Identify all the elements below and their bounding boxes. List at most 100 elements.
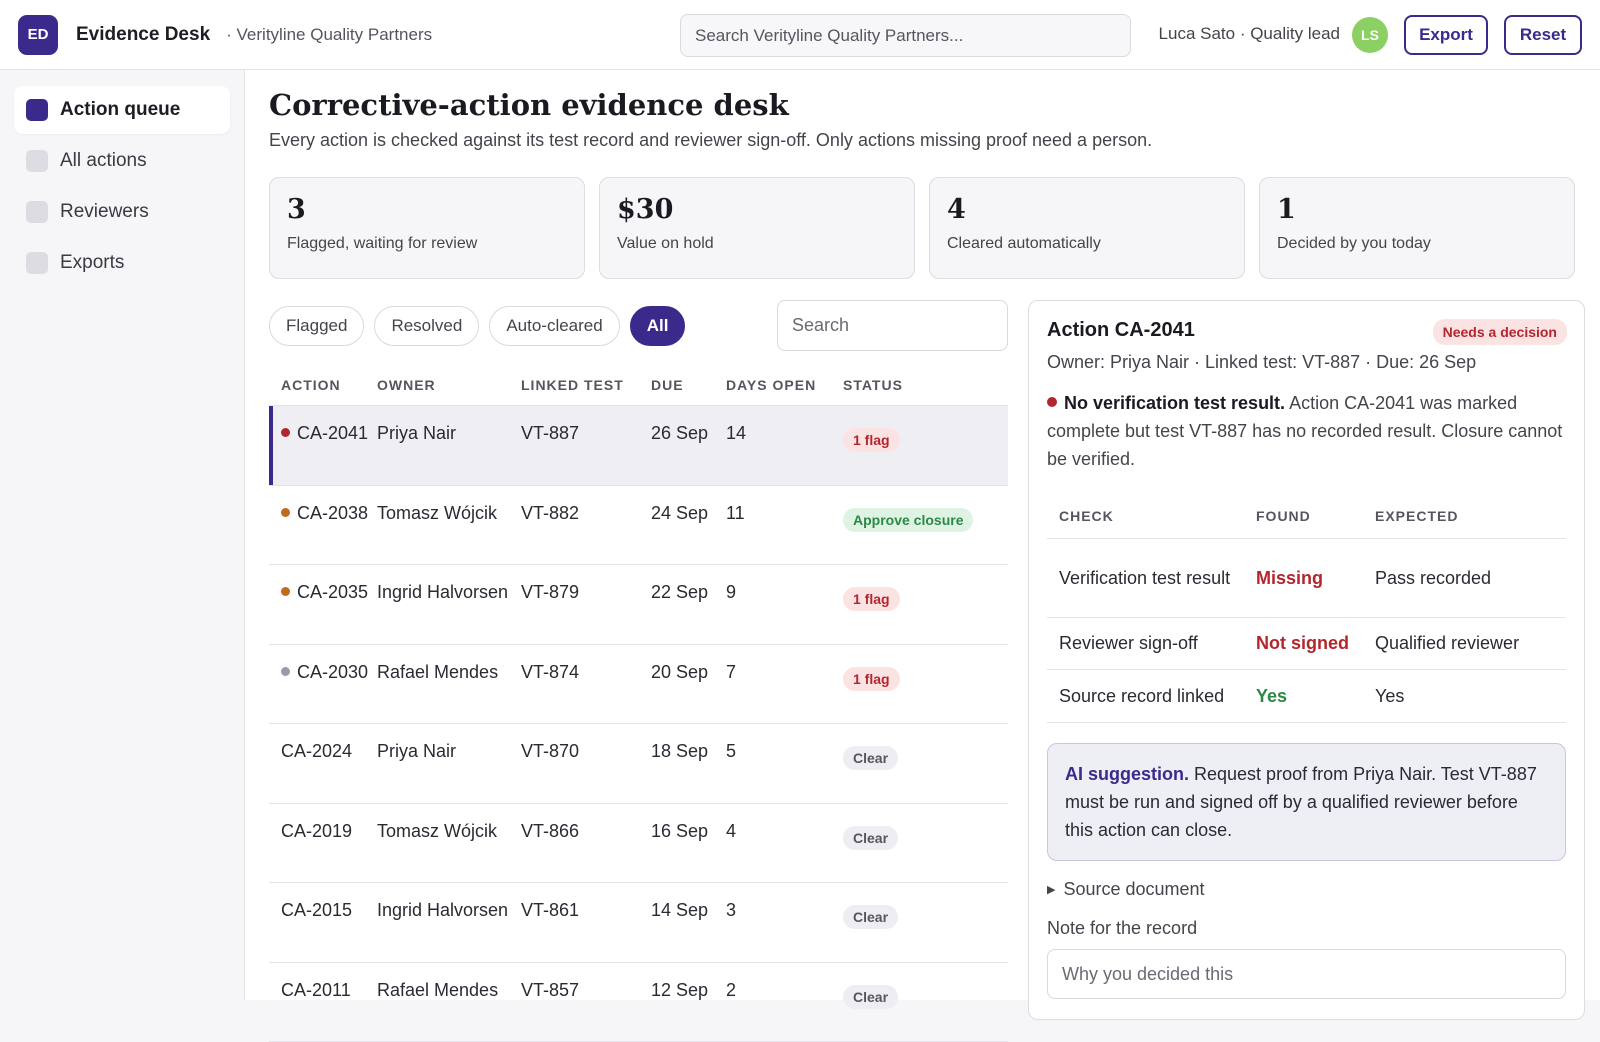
status-pill: 1 flag [843, 587, 900, 611]
check-expected: Qualified reviewer [1375, 633, 1555, 654]
filter-chip-flagged[interactable]: Flagged [269, 306, 364, 346]
column-header[interactable]: DAYS OPEN [726, 377, 843, 393]
alert-dot-icon [1047, 397, 1057, 407]
column-header[interactable]: ACTION [269, 377, 377, 393]
stat-label: Value on hold [617, 235, 897, 253]
cell-linked-test: VT-887 [521, 406, 651, 485]
stat-value: $30 [617, 194, 897, 225]
ai-suggestion: AI suggestion. Request proof from Priya … [1047, 743, 1566, 861]
note-input[interactable] [1047, 949, 1566, 999]
stat-card-cleared: 4 Cleared automatically [929, 177, 1245, 279]
filter-chip-resolved[interactable]: Resolved [374, 306, 479, 346]
sidebar-item-action-queue[interactable]: Action queue [14, 86, 230, 134]
cell-linked-test: VT-882 [521, 486, 651, 565]
filter-chips: Flagged Resolved Auto-cleared All [269, 306, 685, 346]
check-name: Reviewer sign-off [1047, 633, 1256, 654]
reset-button[interactable]: Reset [1504, 15, 1582, 55]
triangle-right-icon: ▶ [1047, 884, 1055, 896]
check-found: Missing [1256, 568, 1375, 589]
check-expected: Pass recorded [1375, 568, 1555, 589]
cell-owner: Priya Nair [377, 406, 521, 485]
stat-value: 1 [1277, 194, 1557, 225]
cell-due: 14 Sep [651, 883, 726, 962]
status-pill: 1 flag [843, 428, 900, 452]
status-pill: Clear [843, 746, 898, 770]
page-subtitle: Every action is checked against its test… [269, 130, 1152, 151]
cell-days-open: 3 [726, 883, 843, 962]
cell-days-open: 2 [726, 963, 843, 1042]
check-row: Source record linked Yes Yes [1047, 670, 1566, 723]
nav-square-icon [26, 150, 48, 172]
cell-due: 24 Sep [651, 486, 726, 565]
cell-owner: Tomasz Wójcik [377, 486, 521, 565]
cell-due: 12 Sep [651, 963, 726, 1042]
severity-dot-icon [281, 667, 290, 676]
issue-summary: No verification test result. Action CA-2… [1047, 389, 1566, 473]
action-id: CA-2019 [281, 821, 352, 841]
cell-due: 16 Sep [651, 804, 726, 883]
cell-owner: Priya Nair [377, 724, 521, 803]
column-header[interactable]: OWNER [377, 377, 521, 393]
status-pill: Clear [843, 826, 898, 850]
column-header[interactable]: DUE [651, 377, 726, 393]
severity-dot-icon [281, 508, 290, 517]
export-button[interactable]: Export [1404, 15, 1488, 55]
cell-status: Approve closure [843, 486, 1008, 565]
table-header: ACTION OWNER LINKED TEST DUE DAYS OPEN S… [269, 364, 1008, 406]
cell-due: 26 Sep [651, 406, 726, 485]
check-name: Source record linked [1047, 686, 1256, 707]
source-document-toggle[interactable]: ▶ Source document [1047, 879, 1566, 900]
stat-card-decided: 1 Decided by you today [1259, 177, 1575, 279]
nav-square-icon [26, 201, 48, 223]
source-document-label: Source document [1063, 879, 1204, 899]
avatar[interactable]: LS [1352, 17, 1388, 53]
sidebar-item-reviewers[interactable]: Reviewers [14, 188, 230, 236]
severity-dot-icon [281, 587, 290, 596]
column-header[interactable]: LINKED TEST [521, 377, 651, 393]
cell-linked-test: VT-861 [521, 883, 651, 962]
page-title: Corrective-action evidence desk [269, 88, 789, 122]
list-search-input[interactable] [777, 300, 1008, 351]
sidebar-item-all-actions[interactable]: All actions [14, 137, 230, 185]
cell-linked-test: VT-866 [521, 804, 651, 883]
global-search-input[interactable] [680, 14, 1131, 57]
filter-chip-all[interactable]: All [630, 306, 686, 346]
cell-days-open: 7 [726, 645, 843, 724]
cell-linked-test: VT-874 [521, 645, 651, 724]
stat-card-value-on-hold: $30 Value on hold [599, 177, 915, 279]
status-badge: Needs a decision [1433, 319, 1567, 345]
app-title: Evidence Desk [76, 24, 210, 46]
sidebar-item-exports[interactable]: Exports [14, 239, 230, 287]
cell-linked-test: VT-879 [521, 565, 651, 644]
status-pill: Clear [843, 985, 898, 1009]
cell-status: 1 flag [843, 406, 1008, 485]
stat-label: Flagged, waiting for review [287, 235, 567, 253]
column-header[interactable]: STATUS [843, 377, 1008, 393]
cell-due: 22 Sep [651, 565, 726, 644]
stat-card-flagged: 3 Flagged, waiting for review [269, 177, 585, 279]
main-content: Corrective-action evidence desk Every ac… [245, 70, 1600, 1000]
check-expected: Yes [1375, 686, 1555, 707]
cell-linked-test: VT-857 [521, 963, 651, 1042]
cell-days-open: 11 [726, 486, 843, 565]
cell-status: Clear [843, 883, 1008, 962]
user-label: Luca Sato · Quality lead [1159, 24, 1340, 44]
cell-status: 1 flag [843, 565, 1008, 644]
checks-table: CHECK FOUND EXPECTED Verification test r… [1047, 493, 1566, 723]
app-logo: ED [18, 15, 58, 55]
sidebar-item-label: All actions [60, 150, 147, 172]
stat-label: Cleared automatically [947, 235, 1227, 253]
cell-days-open: 4 [726, 804, 843, 883]
cell-status: 1 flag [843, 645, 1008, 724]
cell-action: CA-2011 [269, 963, 377, 1042]
filter-chip-auto-cleared[interactable]: Auto-cleared [489, 306, 619, 346]
check-row: Reviewer sign-off Not signed Qualified r… [1047, 618, 1566, 670]
